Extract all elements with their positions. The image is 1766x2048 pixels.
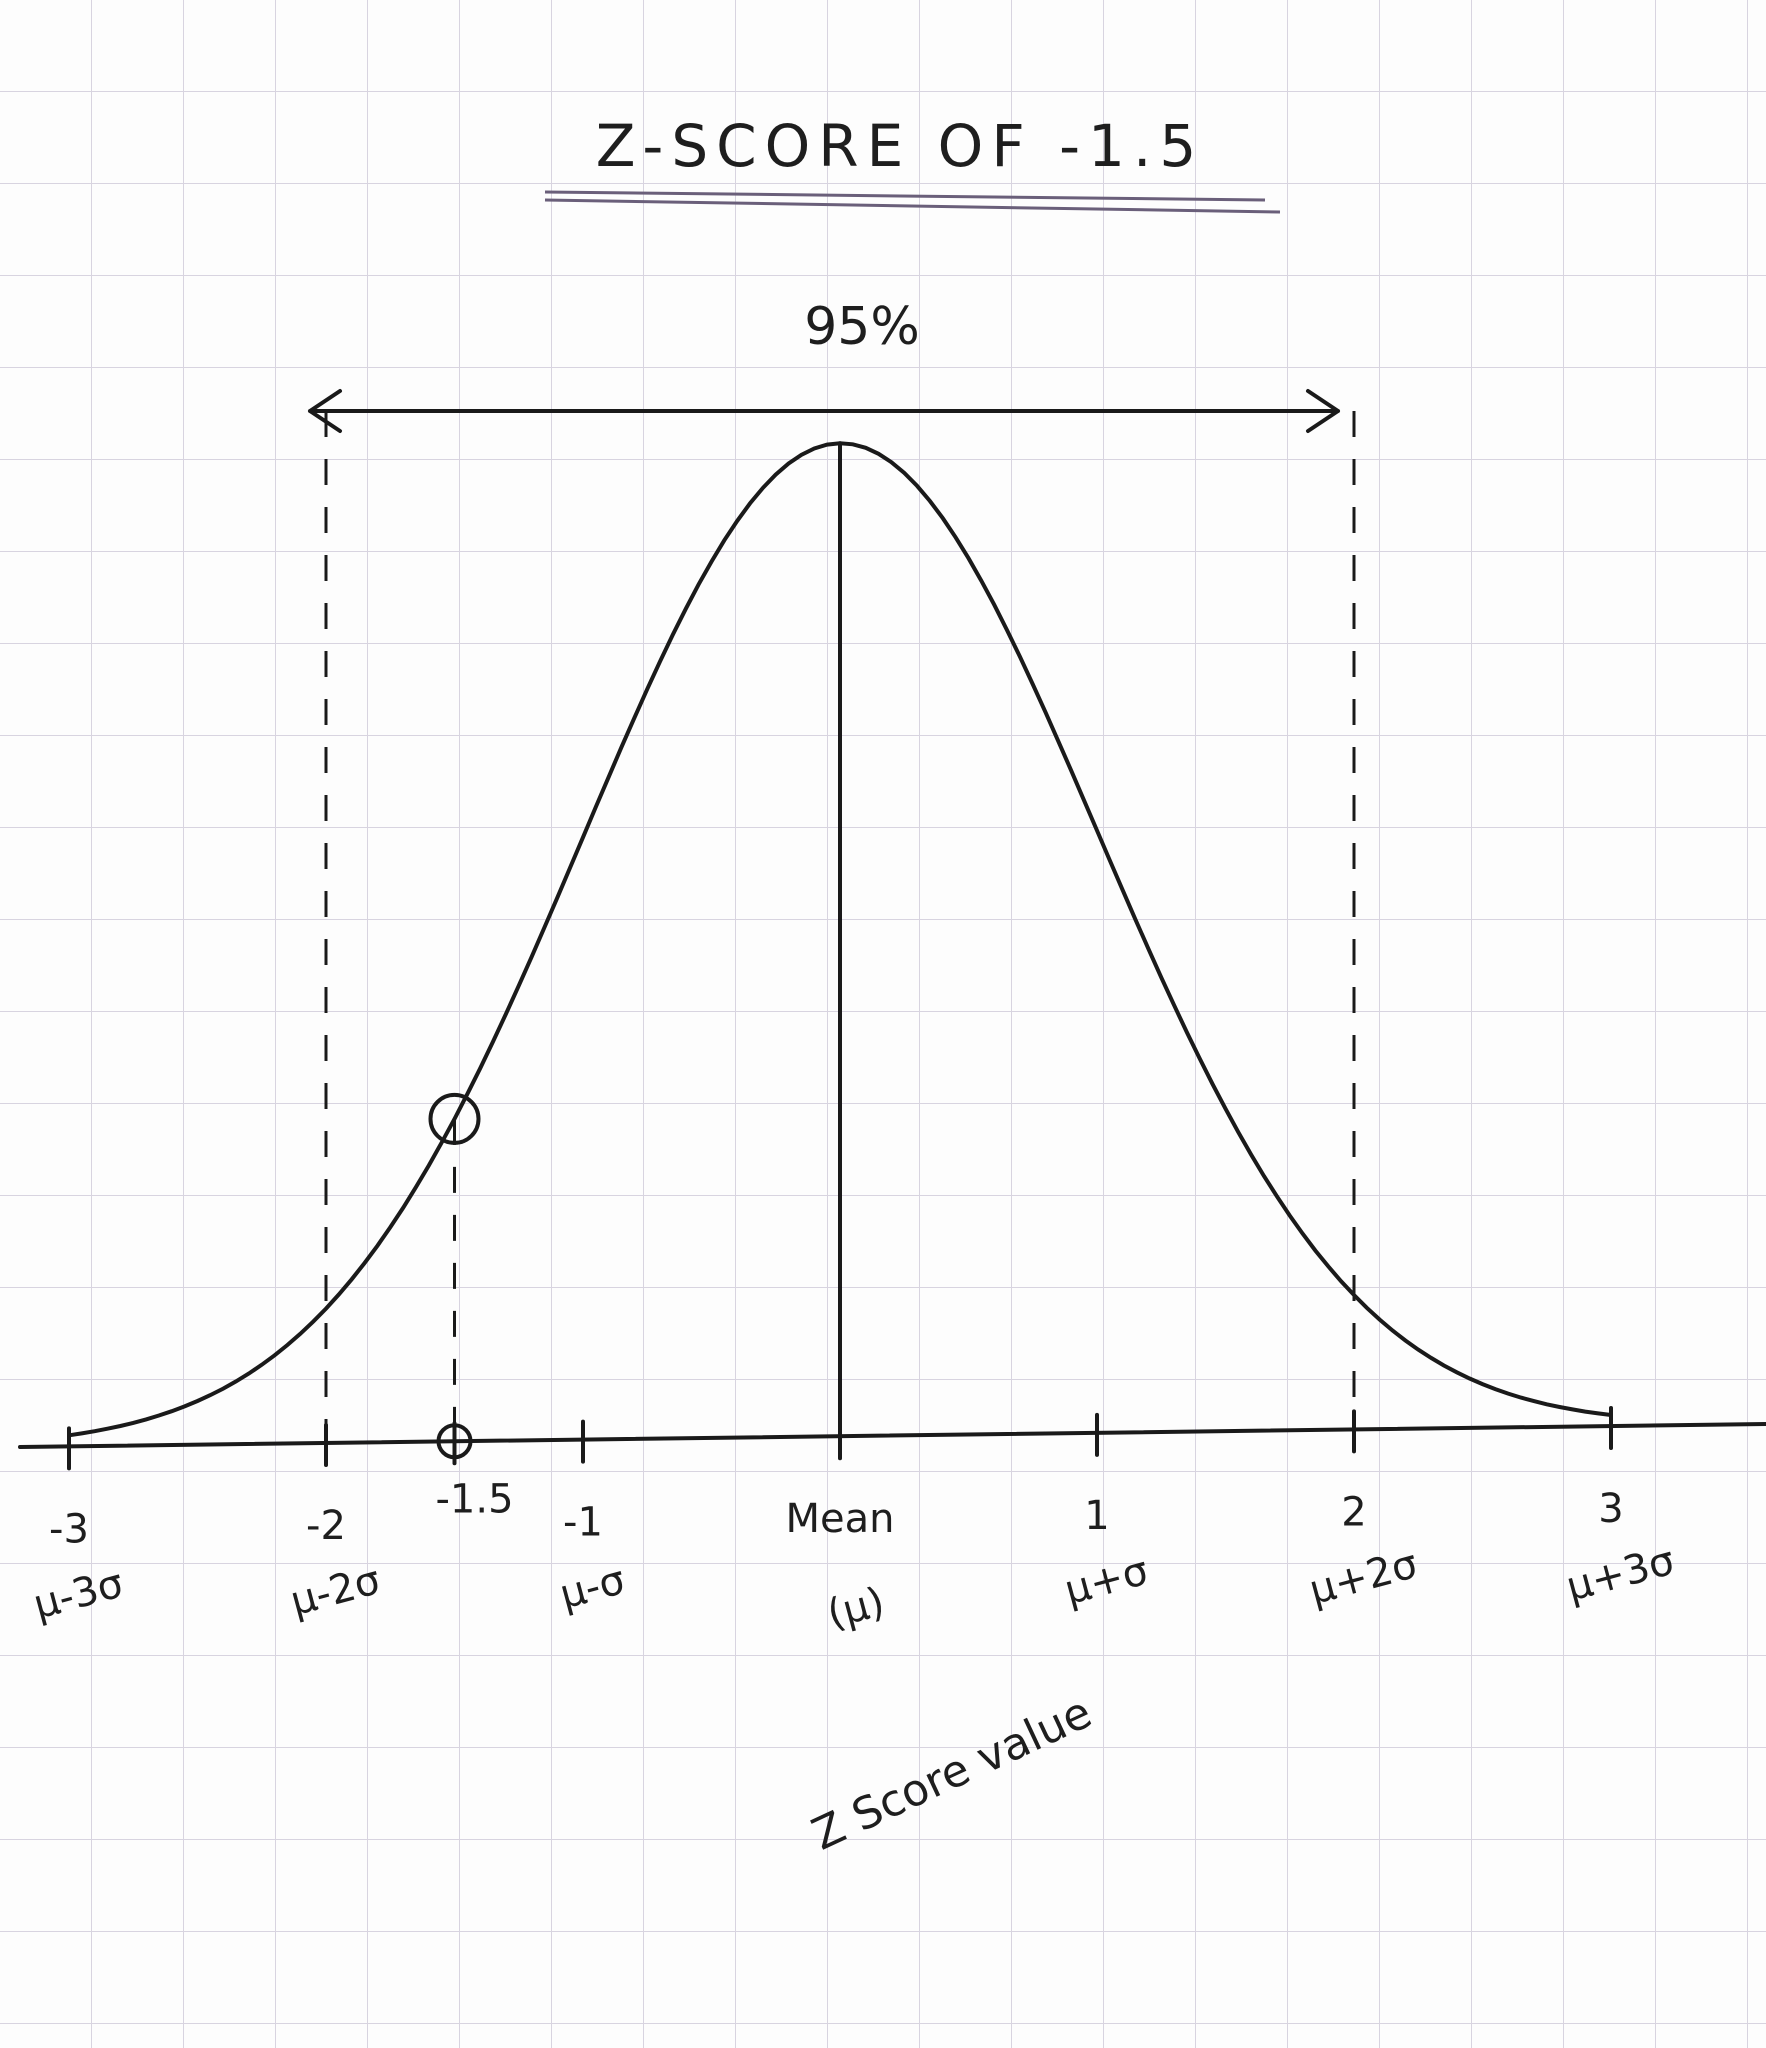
tick-label: 2 xyxy=(1341,1489,1366,1535)
annotation: 95% xyxy=(804,297,920,357)
tick-label: 3 xyxy=(1598,1486,1623,1532)
tick-label: -3 xyxy=(49,1506,89,1552)
tick-label: 1 xyxy=(1084,1493,1109,1539)
tick-label: -1 xyxy=(563,1500,603,1546)
tick-label: -2 xyxy=(306,1503,346,1549)
title: Z-SCORE OF -1.5 xyxy=(596,112,1205,180)
tick-label: -1.5 xyxy=(435,1476,513,1522)
x-axis xyxy=(18,1422,1766,1449)
tick-label: Mean xyxy=(786,1496,895,1542)
marker-circle xyxy=(428,1092,481,1145)
title-underline xyxy=(544,190,1281,214)
